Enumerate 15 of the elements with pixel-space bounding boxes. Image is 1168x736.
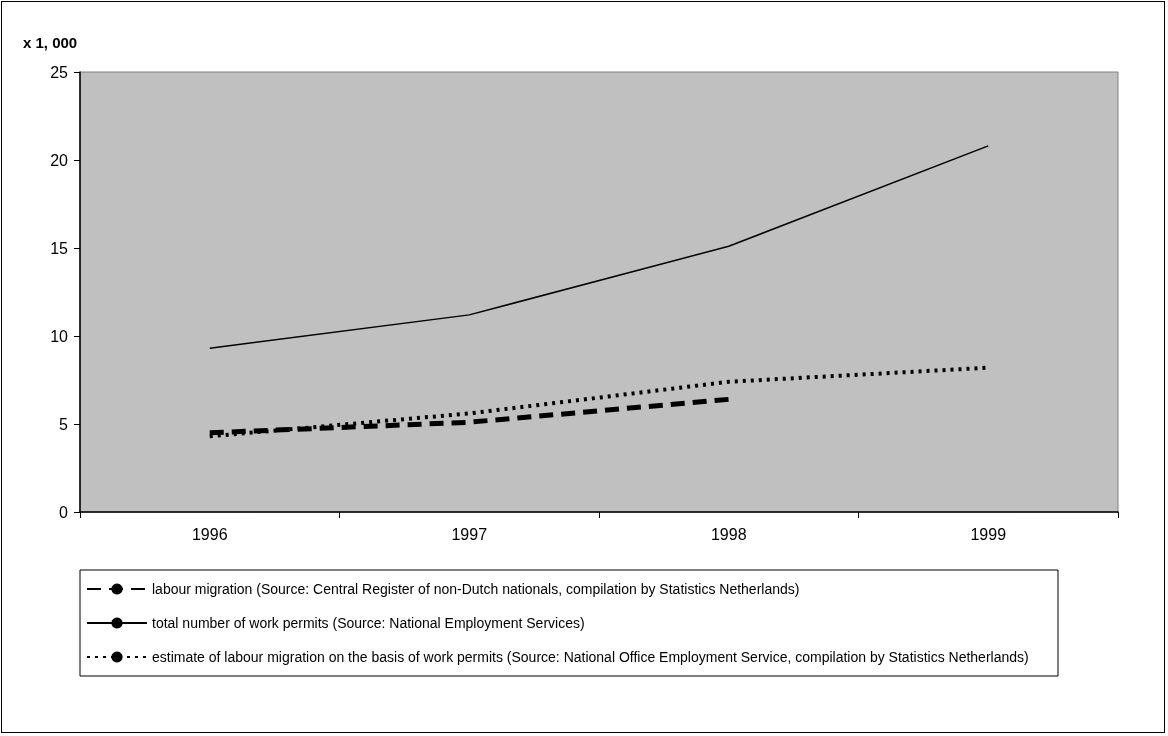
y-tick-label: 0 (59, 503, 69, 521)
y-tick-label: 10 (50, 327, 69, 345)
x-tick-label: 1999 (970, 525, 1007, 543)
x-tick-label: 1996 (191, 525, 228, 543)
y-tick-label: 5 (59, 415, 69, 433)
x-tick-label: 1998 (710, 525, 747, 543)
legend-label: total number of work permits (Source: National Employment Services) (152, 615, 585, 631)
y-tick-label: 20 (50, 151, 69, 169)
y-tick-label: 25 (50, 63, 69, 81)
legend-label: estimate of labour migration on the basis of work permits (Source: National Office Employment Service, compilation by Statistics Netherlands) (152, 649, 1029, 665)
y-tick-label: 15 (50, 239, 69, 257)
x-tick-label: 1997 (451, 525, 488, 543)
y-axis-title: x 1, 000 (23, 34, 78, 51)
legend-label: labour migration (Source: Central Register of non-Dutch nationals, compilation by Statistics Netherlands) (152, 581, 800, 597)
line-series (209, 145, 989, 350)
